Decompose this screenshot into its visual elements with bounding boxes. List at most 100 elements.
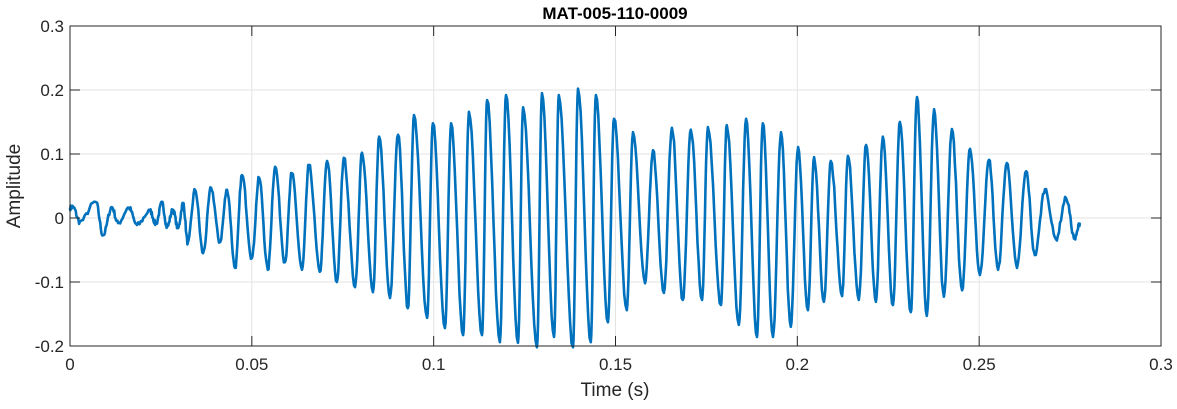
signal-extremum-point [432, 122, 434, 125]
y-tick-label: 0 [55, 209, 64, 228]
signal-extremum-point [517, 342, 519, 344]
signal-extremum-point [378, 135, 380, 138]
signal-extremum-point [522, 106, 524, 109]
signal-extremum-point [319, 270, 321, 273]
signal-extremum-point [541, 92, 543, 94]
signal-extremum-point [892, 304, 894, 306]
signal-extremum-point [155, 222, 157, 225]
signal-extremum-point [79, 221, 81, 223]
signal-extremum-point [354, 286, 356, 288]
signal-extremum-point [505, 94, 507, 96]
signal-extremum-point [925, 315, 928, 317]
y-tick-label: 0.1 [40, 145, 64, 164]
signal-extremum-point [553, 336, 555, 338]
signal-extremum-point [577, 87, 579, 90]
signal-line [68, 87, 1082, 349]
signal-extremum-point [943, 295, 945, 298]
signal-extremum-point [234, 267, 236, 269]
signal-extremum-point [274, 166, 276, 168]
signal-extremum-point [258, 176, 260, 179]
signal-extremum-point [933, 108, 935, 110]
signal-extremum-point [909, 311, 912, 313]
signal-extremum-point [102, 234, 104, 237]
signal-extremum-point [202, 252, 204, 254]
signal-extremum-point [361, 151, 363, 154]
signal-extremum-point [632, 131, 634, 134]
signal-extremum-point [865, 144, 867, 146]
signal-extremum-point [111, 206, 113, 208]
x-tick-label: 0.1 [422, 355, 446, 374]
signal-extremum-point [997, 269, 999, 271]
signal-extremum-point [95, 201, 97, 203]
signal-extremum-point [613, 118, 615, 120]
signal-extremum-point [1006, 162, 1008, 164]
signal-extremum-point [166, 226, 168, 228]
signal-extremum-point [444, 327, 446, 329]
signal-extremum-point [720, 304, 722, 306]
signal-extremum-point [462, 334, 464, 336]
signal-extremum-point [707, 126, 709, 128]
x-tick-label: 0.05 [235, 355, 268, 374]
signal-extremum-point [625, 309, 628, 311]
signal-extremum-point [847, 155, 849, 157]
y-axis-label: Amplitude [4, 144, 25, 229]
x-tick-label: 0 [65, 355, 74, 374]
signal-extremum-point [251, 257, 253, 260]
signal-extremum-point [681, 299, 684, 301]
signal-extremum-point [177, 227, 179, 230]
signal-extremum-point [881, 135, 884, 138]
signal-extremum-point [595, 94, 597, 96]
x-tick-label: 0.15 [599, 355, 632, 374]
signal-extremum-point [219, 241, 221, 244]
signal-extremum-point [857, 299, 860, 301]
signal-extremum-point [1044, 188, 1046, 190]
signal-extremum-point [1079, 222, 1081, 224]
signal-extremum-point [813, 156, 815, 158]
signal-extremum-point [1074, 238, 1076, 240]
signal-extremum-point [916, 96, 918, 98]
signal-extremum-point [210, 187, 212, 189]
signal-extremum-point [308, 164, 310, 166]
signal-extremum-point [182, 202, 184, 205]
signal-extremum-point [267, 269, 269, 271]
signal-extremum-point [343, 157, 345, 159]
signal-extremum-point [1016, 267, 1018, 269]
y-tick-label: 0.2 [40, 81, 64, 100]
signal-extremum-point [326, 160, 328, 162]
signal-extremum-point [772, 336, 774, 338]
signal-extremum-point [969, 148, 971, 150]
signal-extremum-point [128, 206, 130, 209]
chart-title: MAT-005-110-0009 [542, 4, 687, 23]
signal-extremum-point [1065, 197, 1067, 199]
signal-extremum-point [701, 299, 703, 301]
x-tick-label: 0.25 [963, 355, 996, 374]
signal-extremum-point [241, 174, 243, 176]
signal-extremum-point [161, 202, 163, 205]
signal-extremum-point [951, 128, 953, 130]
signal-extremum-point [780, 131, 782, 134]
signal-extremum-point [291, 172, 293, 174]
signal-extremum-point [336, 281, 338, 283]
signal-extremum-point [481, 334, 483, 336]
signal-extremum-point [389, 297, 391, 299]
signal-extremum-point [979, 274, 981, 276]
signal-extremum-point [536, 346, 538, 349]
signal-extremum-point [136, 224, 138, 226]
signal-extremum-point [450, 122, 452, 125]
signal-extremum-point [372, 291, 374, 294]
signal-extremum-point [187, 242, 189, 244]
x-tick-label: 0.2 [786, 355, 810, 374]
signal-extremum-point [789, 326, 792, 328]
signal-extremum-point [961, 289, 963, 292]
signal-extremum-point [407, 307, 409, 310]
signal-extremum-point [797, 146, 799, 148]
x-axis-label: Time (s) [581, 380, 650, 401]
y-tick-label: 0.3 [40, 17, 64, 36]
signal-extremum-point [426, 317, 428, 319]
signal-extremum-point [557, 94, 560, 96]
signal-extremum-point [72, 206, 74, 208]
signal-extremum-point [761, 122, 764, 125]
series-layer [68, 87, 1082, 349]
signal-extremum-point [875, 301, 877, 303]
